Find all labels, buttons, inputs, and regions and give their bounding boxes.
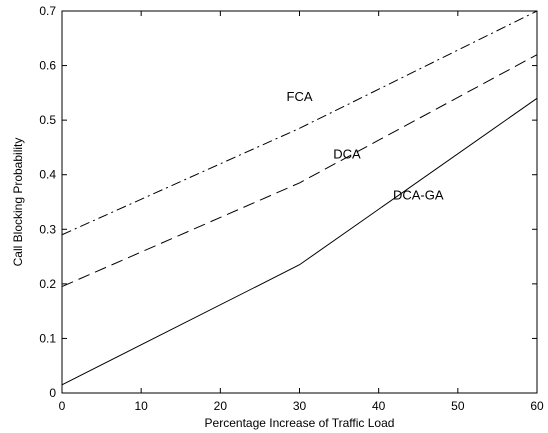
x-tick-label: 60	[530, 399, 544, 413]
y-axis-label: Call Blocking Probability	[11, 138, 25, 267]
x-tick-label: 40	[372, 399, 386, 413]
y-tick-label: 0.3	[39, 222, 56, 236]
x-tick-label: 10	[134, 399, 148, 413]
series-annotations: FCA DCA DCA-GA	[287, 89, 444, 202]
series-annotation: FCA	[287, 89, 313, 104]
y-tick-label: 0.2	[39, 277, 56, 291]
series-annotation: DCA	[333, 146, 361, 161]
plot-area	[61, 10, 538, 386]
series-line-dca-ga	[61, 97, 538, 386]
y-tick-label: 0.4	[39, 168, 56, 182]
y-tick-label: 0.6	[39, 59, 56, 73]
y-tick-label: 0	[49, 386, 56, 400]
x-tick-label: 20	[214, 399, 228, 413]
x-tick-label: 50	[451, 399, 465, 413]
y-tick-label: 0.1	[39, 331, 56, 345]
x-tick-label: 30	[293, 399, 307, 413]
y-tick-label: 0.7	[39, 4, 56, 18]
y-axis: 0 0.1 0.2 0.3 0.4 0.5 0.6 0.7	[39, 4, 537, 400]
series-annotation: DCA-GA	[393, 187, 444, 202]
y-tick-label: 0.5	[39, 113, 56, 127]
series-line-fca	[61, 10, 538, 236]
x-axis: 0 10 20 30 40 50 60	[59, 11, 544, 413]
x-tick-label: 0	[59, 399, 66, 413]
x-axis-label: Percentage Increase of Traffic Load	[205, 416, 395, 430]
series-line-dca	[61, 54, 538, 288]
